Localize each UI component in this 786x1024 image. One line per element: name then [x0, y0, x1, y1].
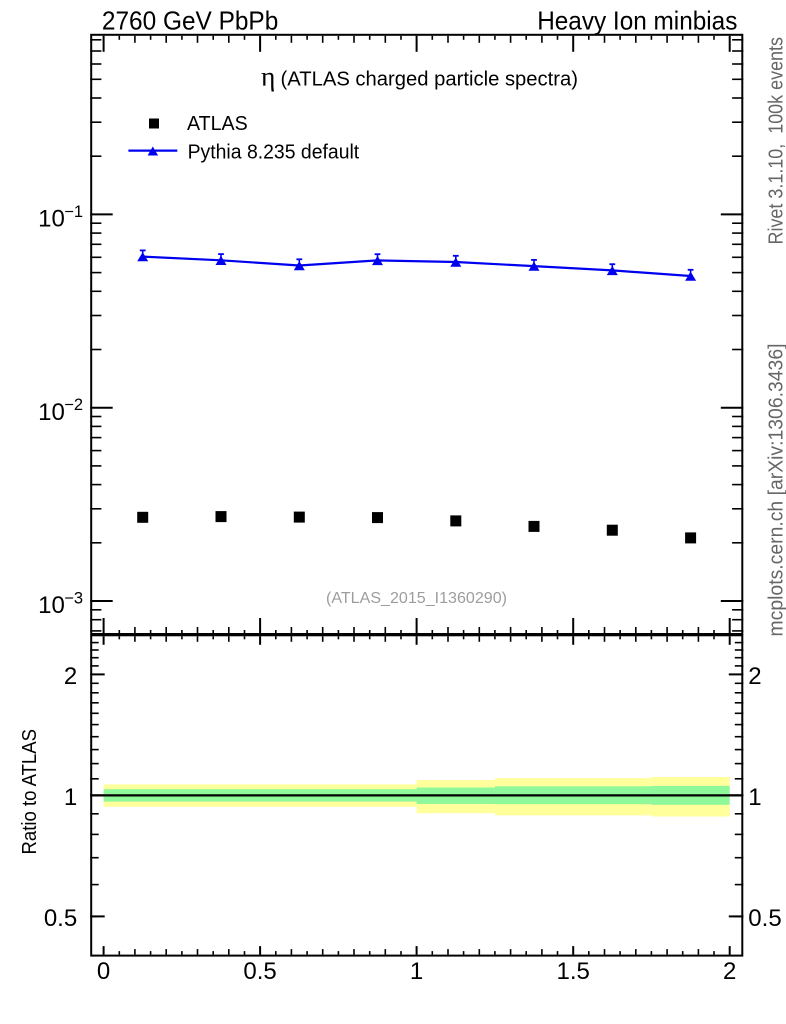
svg-text:Rivet 3.1.10, 100k events: Rivet 3.1.10, 100k events	[766, 37, 786, 245]
svg-text:ATLAS: ATLAS	[187, 113, 248, 135]
svg-text:10: 10	[38, 592, 65, 619]
svg-text:10: 10	[38, 206, 65, 233]
svg-text:1: 1	[64, 784, 77, 811]
svg-text:1: 1	[410, 958, 423, 985]
svg-text:η: η	[261, 60, 275, 91]
svg-text:2: 2	[748, 663, 761, 690]
svg-text:1: 1	[748, 784, 761, 811]
svg-text:Ratio to ATLAS: Ratio to ATLAS	[19, 729, 41, 855]
svg-text:10: 10	[38, 399, 65, 426]
svg-text:Pythia 8.235 default: Pythia 8.235 default	[188, 142, 360, 164]
svg-text:0.5: 0.5	[243, 958, 276, 985]
svg-text:0.5: 0.5	[748, 905, 781, 932]
svg-text:−2: −2	[64, 396, 83, 414]
svg-text:−3: −3	[64, 590, 83, 608]
svg-text:0.5: 0.5	[44, 905, 77, 932]
svg-text:2760 GeV PbPb: 2760 GeV PbPb	[102, 6, 278, 36]
svg-text:2: 2	[64, 663, 77, 690]
svg-text:1.5: 1.5	[557, 958, 590, 985]
svg-text:mcplots.cern.ch [arXiv:1306.34: mcplots.cern.ch [arXiv:1306.3436]	[766, 344, 786, 637]
svg-text:(ATLAS charged particle spectr: (ATLAS charged particle spectra)	[281, 68, 579, 90]
svg-text:(ATLAS_2015_I1360290): (ATLAS_2015_I1360290)	[326, 590, 507, 607]
svg-text:2: 2	[723, 958, 736, 985]
svg-text:Heavy Ion minbias: Heavy Ion minbias	[537, 6, 737, 36]
svg-text:0: 0	[97, 958, 110, 985]
svg-text:−1: −1	[64, 203, 83, 221]
